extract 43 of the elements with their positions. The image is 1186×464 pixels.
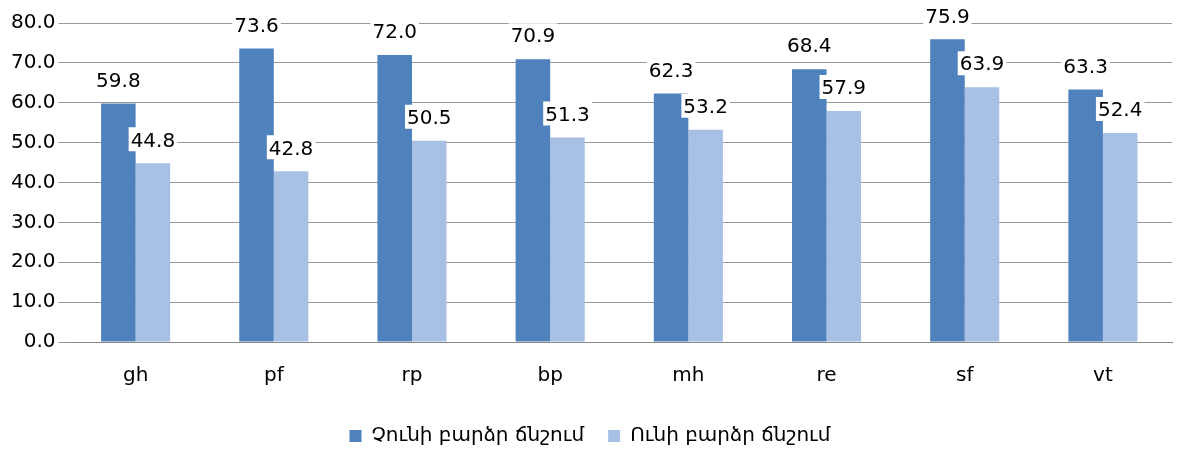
x-tick-label: re: [816, 362, 837, 387]
legend-label: Ունի բարձր ճնշում: [630, 422, 831, 447]
data-label: 42.8: [268, 135, 314, 160]
y-tick-label: 40.0: [11, 168, 56, 193]
y-tick-label: 20.0: [11, 248, 56, 273]
bar: [550, 137, 585, 342]
legend-label: Չունի բարձր ճնշում: [371, 422, 585, 447]
bar: [411, 140, 447, 342]
x-tick-label: gh: [122, 362, 149, 387]
data-label: 75.9: [925, 3, 970, 28]
x-tick-label: rp: [401, 362, 423, 387]
data-label: 63.3: [1063, 53, 1108, 78]
y-tick-label: 60.0: [11, 88, 56, 113]
y-tick-label: 80.0: [11, 9, 56, 34]
x-tick-label: pf: [263, 362, 285, 387]
y-tick-label: 50.0: [11, 128, 56, 153]
x-tick-label: bp: [537, 362, 563, 387]
data-label: 53.2: [683, 94, 728, 119]
bar: [273, 171, 309, 342]
x-tick-label: vt: [1093, 362, 1113, 387]
data-label: 52.4: [1097, 97, 1143, 122]
data-label: 72.0: [372, 19, 417, 44]
y-tick-label: 10.0: [11, 288, 56, 313]
y-tick-label: 30.0: [11, 208, 56, 233]
data-label: 59.8: [96, 67, 141, 92]
data-label: 44.8: [130, 127, 176, 152]
bar: [964, 87, 1000, 342]
data-label: 70.9: [510, 23, 556, 48]
bar: [688, 129, 723, 342]
x-tick-label: sf: [955, 362, 975, 387]
data-label: 50.5: [407, 104, 452, 129]
data-label: 62.3: [648, 57, 694, 82]
data-label: 68.4: [787, 33, 832, 58]
data-label: 57.9: [821, 75, 867, 100]
y-tick-label: 0.0: [23, 328, 56, 353]
bar: [1102, 133, 1138, 342]
x-tick-label: mh: [672, 362, 705, 387]
data-label: 63.9: [959, 51, 1005, 76]
y-tick-label: 70.0: [11, 49, 56, 74]
bar: [826, 111, 862, 342]
bar: [135, 163, 171, 342]
data-label: 73.6: [234, 12, 279, 37]
data-label: 51.3: [545, 101, 590, 126]
